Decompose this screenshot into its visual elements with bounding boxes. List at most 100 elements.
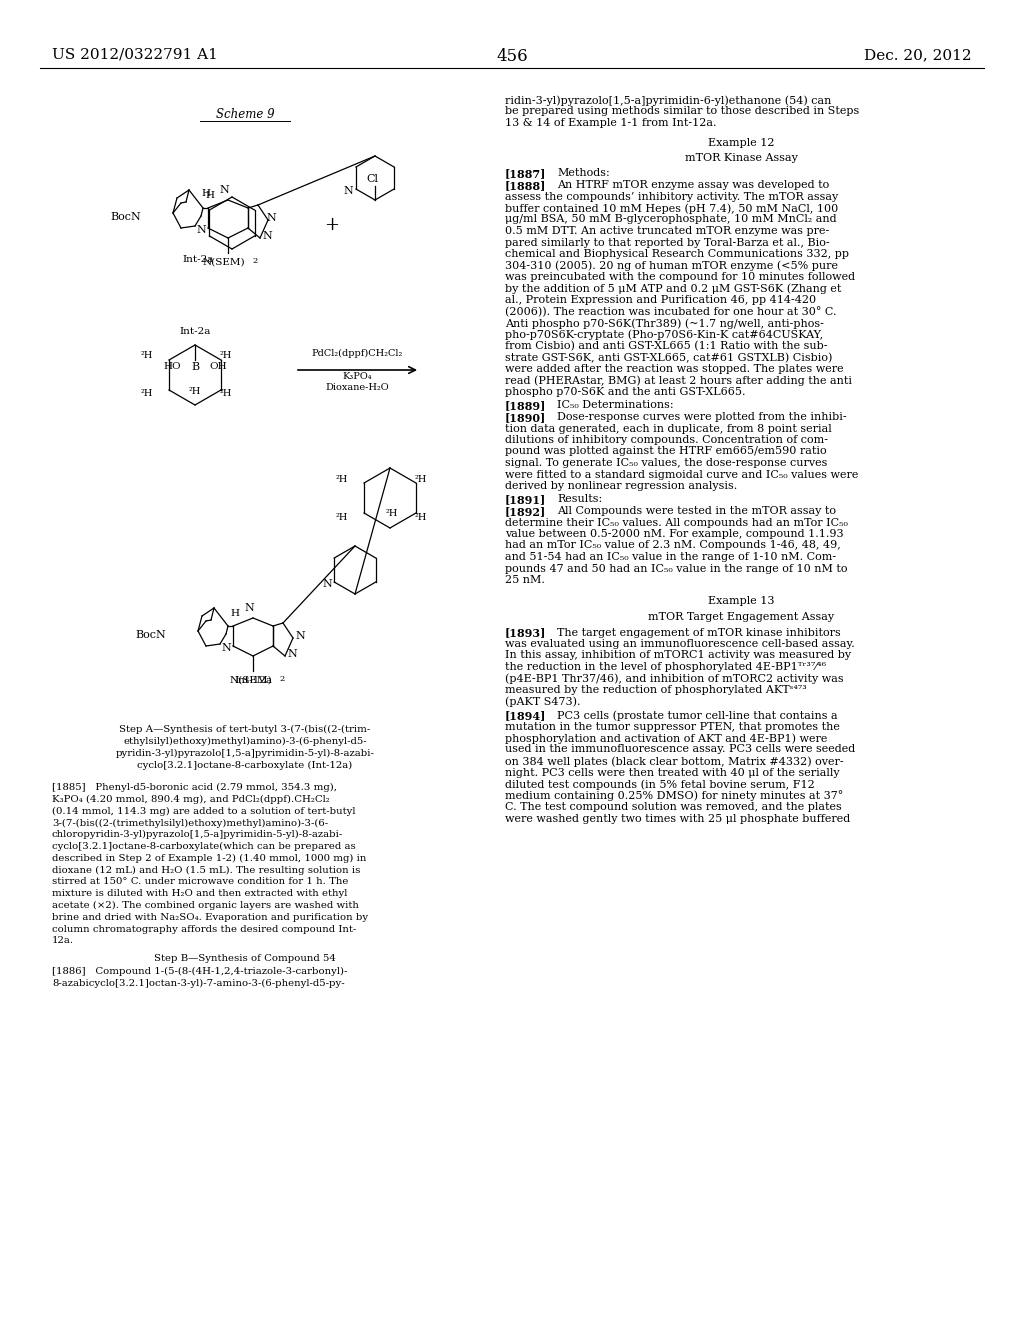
Text: N: N — [287, 649, 297, 659]
Text: mTOR Target Engagement Assay: mTOR Target Engagement Assay — [648, 612, 835, 622]
Text: BocN: BocN — [135, 630, 166, 640]
Text: column chromatography affords the desired compound Int-: column chromatography affords the desire… — [52, 924, 356, 933]
Text: 3-(7-(bis((2-(trimethylsilyl)ethoxy)methyl)amino)-3-(6-: 3-(7-(bis((2-(trimethylsilyl)ethoxy)meth… — [52, 818, 328, 828]
Text: strate GST-S6K, anti GST-XL665, cat#61 GSTXLB) Cisbio): strate GST-S6K, anti GST-XL665, cat#61 G… — [505, 352, 833, 363]
Text: described in Step 2 of Example 1-2) (1.40 mmol, 1000 mg) in: described in Step 2 of Example 1-2) (1.4… — [52, 854, 367, 863]
Text: diluted test compounds (in 5% fetal bovine serum, F12: diluted test compounds (in 5% fetal bovi… — [505, 779, 815, 789]
Text: N: N — [323, 579, 332, 589]
Text: B: B — [190, 362, 199, 372]
Text: and 51-54 had an IC₅₀ value in the range of 1-10 nM. Com-: and 51-54 had an IC₅₀ value in the range… — [505, 552, 837, 562]
Text: K₃PO₄: K₃PO₄ — [343, 372, 373, 381]
Text: All Compounds were tested in the mTOR assay to: All Compounds were tested in the mTOR as… — [557, 506, 836, 516]
Text: N: N — [262, 231, 271, 242]
Text: ²H: ²H — [336, 474, 348, 483]
Text: pound was plotted against the HTRF em665/em590 ratio: pound was plotted against the HTRF em665… — [505, 446, 826, 457]
Text: signal. To generate IC₅₀ values, the dose-response curves: signal. To generate IC₅₀ values, the dos… — [505, 458, 827, 469]
Text: An HTRF mTOR enzyme assay was developed to: An HTRF mTOR enzyme assay was developed … — [557, 180, 829, 190]
Text: Step A—Synthesis of tert-butyl 3-(7-(bis((2-(trim-: Step A—Synthesis of tert-butyl 3-(7-(bis… — [120, 725, 371, 734]
Text: stirred at 150° C. under microwave condition for 1 h. The: stirred at 150° C. under microwave condi… — [52, 878, 348, 887]
Text: ²H: ²H — [336, 512, 348, 521]
Text: was evaluated using an immunofluorescence cell-based assay.: was evaluated using an immunofluorescenc… — [505, 639, 855, 649]
Text: [1893]: [1893] — [505, 627, 547, 639]
Text: assess the compounds’ inhibitory activity. The mTOR assay: assess the compounds’ inhibitory activit… — [505, 191, 839, 202]
Text: 13 & 14 of Example 1-1 from Int-12a.: 13 & 14 of Example 1-1 from Int-12a. — [505, 117, 717, 128]
Text: Example 12: Example 12 — [708, 137, 774, 148]
Text: buffer contained 10 mM Hepes (pH 7.4), 50 mM NaCl, 100: buffer contained 10 mM Hepes (pH 7.4), 5… — [505, 203, 839, 214]
Text: were washed gently two times with 25 μl phosphate buffered: were washed gently two times with 25 μl … — [505, 813, 850, 824]
Text: pho-p70S6K-cryptate (Pho-p70S6-Kin-K cat#64CUSKAY,: pho-p70S6K-cryptate (Pho-p70S6-Kin-K cat… — [505, 330, 823, 341]
Text: C. The test compound solution was removed, and the plates: C. The test compound solution was remove… — [505, 803, 842, 812]
Text: N: N — [221, 643, 230, 653]
Text: PC3 cells (prostate tumor cell-line that contains a: PC3 cells (prostate tumor cell-line that… — [557, 710, 838, 721]
Text: mixture is diluted with H₂O and then extracted with ethyl: mixture is diluted with H₂O and then ext… — [52, 890, 347, 898]
Text: mutation in the tumor suppressor PTEN, that promotes the: mutation in the tumor suppressor PTEN, t… — [505, 722, 840, 731]
Text: had an mTor IC₅₀ value of 2.3 nM. Compounds 1-46, 48, 49,: had an mTor IC₅₀ value of 2.3 nM. Compou… — [505, 540, 841, 550]
Text: acetate (×2). The combined organic layers are washed with: acetate (×2). The combined organic layer… — [52, 902, 358, 909]
Text: from Cisbio) and anti GST-XL665 (1:1 Ratio with the sub-: from Cisbio) and anti GST-XL665 (1:1 Rat… — [505, 341, 827, 351]
Text: tion data generated, each in duplicate, from 8 point serial: tion data generated, each in duplicate, … — [505, 424, 831, 433]
Text: read (PHERAstar, BMG) at least 2 hours after adding the anti: read (PHERAstar, BMG) at least 2 hours a… — [505, 375, 852, 385]
Text: BocN: BocN — [111, 213, 141, 222]
Text: cyclo[3.2.1]octane-8-carboxylate(which can be prepared as: cyclo[3.2.1]octane-8-carboxylate(which c… — [52, 842, 355, 851]
Text: by the addition of 5 μM ATP and 0.2 μM GST-S6K (Zhang et: by the addition of 5 μM ATP and 0.2 μM G… — [505, 284, 842, 294]
Text: value between 0.5-2000 nM. For example, compound 1.1.93: value between 0.5-2000 nM. For example, … — [505, 529, 844, 539]
Text: 25 nM.: 25 nM. — [505, 576, 545, 585]
Text: Methods:: Methods: — [557, 169, 609, 178]
Text: The target engagement of mTOR kinase inhibitors: The target engagement of mTOR kinase inh… — [557, 627, 841, 638]
Text: PdCl₂(dppf)CH₂Cl₂: PdCl₂(dppf)CH₂Cl₂ — [312, 348, 403, 358]
Text: Int-2a: Int-2a — [182, 255, 214, 264]
Text: phosphorylation and activation of AKT and 4E-BP1) were: phosphorylation and activation of AKT an… — [505, 733, 827, 743]
Text: [1892]: [1892] — [505, 506, 546, 517]
Text: pared similarly to that reported by Toral-Barza et al., Bio-: pared similarly to that reported by Tora… — [505, 238, 829, 248]
Text: were added after the reaction was stopped. The plates were: were added after the reaction was stoppe… — [505, 364, 844, 374]
Text: (2006)). The reaction was incubated for one hour at 30° C.: (2006)). The reaction was incubated for … — [505, 306, 837, 317]
Text: Cl: Cl — [366, 174, 378, 183]
Text: μg/ml BSA, 50 mM B-glycerophosphate, 10 mM MnCl₂ and: μg/ml BSA, 50 mM B-glycerophosphate, 10 … — [505, 214, 837, 224]
Text: pyridin-3-yl)pyrazolo[1,5-a]pyrimidin-5-yl)-8-azabi-: pyridin-3-yl)pyrazolo[1,5-a]pyrimidin-5-… — [116, 748, 375, 758]
Text: Example 13: Example 13 — [708, 597, 774, 606]
Text: [1888]: [1888] — [505, 180, 547, 191]
Text: ²H: ²H — [220, 351, 232, 360]
Text: mTOR Kinase Assay: mTOR Kinase Assay — [685, 153, 798, 162]
Text: were fitted to a standard sigmoidal curve and IC₅₀ values were: were fitted to a standard sigmoidal curv… — [505, 470, 858, 479]
Text: medium containing 0.25% DMSO) for ninety minutes at 37°: medium containing 0.25% DMSO) for ninety… — [505, 791, 843, 801]
Text: Anti phospho p70-S6K(Thr389) (~1.7 ng/well, anti-phos-: Anti phospho p70-S6K(Thr389) (~1.7 ng/we… — [505, 318, 824, 329]
Text: +: + — [325, 216, 340, 234]
Text: the reduction in the level of phosphorylated 4E-BP1ᵀʳ³⁷⁄⁴⁶: the reduction in the level of phosphoryl… — [505, 663, 826, 672]
Text: Dioxane-H₂O: Dioxane-H₂O — [326, 383, 389, 392]
Text: In this assay, inhibition of mTORC1 activity was measured by: In this assay, inhibition of mTORC1 acti… — [505, 651, 851, 660]
Text: H: H — [202, 190, 211, 198]
Text: measured by the reduction of phosphorylated AKTˢ⁴⁷³: measured by the reduction of phosphoryla… — [505, 685, 807, 696]
Text: night. PC3 cells were then treated with 40 μl of the serially: night. PC3 cells were then treated with … — [505, 767, 840, 777]
Text: Int-2a: Int-2a — [179, 327, 211, 337]
Text: dilutions of inhibitory compounds. Concentration of com-: dilutions of inhibitory compounds. Conce… — [505, 436, 828, 445]
Text: (p4E-BP1 Thr37/46), and inhibition of mTORC2 activity was: (p4E-BP1 Thr37/46), and inhibition of mT… — [505, 673, 844, 684]
Text: [1890]: [1890] — [505, 412, 546, 422]
Text: N: N — [244, 603, 254, 612]
Text: [1894]: [1894] — [505, 710, 547, 721]
Text: [1885]   Phenyl-d5-boronic acid (2.79 mmol, 354.3 mg),: [1885] Phenyl-d5-boronic acid (2.79 mmol… — [52, 783, 337, 792]
Text: brine and dried with Na₂SO₄. Evaporation and purification by: brine and dried with Na₂SO₄. Evaporation… — [52, 913, 368, 921]
Text: chemical and Biophysical Research Communications 332, pp: chemical and Biophysical Research Commun… — [505, 249, 849, 259]
Text: ²H: ²H — [141, 389, 154, 399]
Text: 0.5 mM DTT. An active truncated mTOR enzyme was pre-: 0.5 mM DTT. An active truncated mTOR enz… — [505, 226, 829, 236]
Text: N: N — [196, 224, 206, 235]
Text: Int-12a: Int-12a — [234, 676, 272, 685]
Text: Scheme 9: Scheme 9 — [216, 108, 274, 121]
Text: HO: HO — [164, 362, 181, 371]
Text: US 2012/0322791 A1: US 2012/0322791 A1 — [52, 48, 218, 62]
Text: ²H: ²H — [220, 389, 232, 399]
Text: 8-azabicyclo[3.2.1]octan-3-yl)-7-amino-3-(6-phenyl-d5-py-: 8-azabicyclo[3.2.1]octan-3-yl)-7-amino-3… — [52, 979, 345, 989]
Text: (0.14 mmol, 114.3 mg) are added to a solution of tert-butyl: (0.14 mmol, 114.3 mg) are added to a sol… — [52, 807, 355, 816]
Text: cyclo[3.2.1]octane-8-carboxylate (Int-12a): cyclo[3.2.1]octane-8-carboxylate (Int-12… — [137, 762, 352, 770]
Text: ²H: ²H — [415, 512, 427, 521]
Text: al., Protein Expression and Purification 46, pp 414-420: al., Protein Expression and Purification… — [505, 294, 816, 305]
Text: N(SEM): N(SEM) — [203, 257, 246, 267]
Text: be prepared using methods similar to those described in Steps: be prepared using methods similar to tho… — [505, 107, 859, 116]
Text: ²H: ²H — [415, 474, 427, 483]
Text: 2: 2 — [252, 257, 257, 265]
Text: N: N — [219, 185, 229, 195]
Text: N: N — [266, 213, 275, 223]
Text: chloropyridin-3-yl)pyrazolo[1,5-a]pyrimidin-5-yl)-8-azabi-: chloropyridin-3-yl)pyrazolo[1,5-a]pyrimi… — [52, 830, 343, 840]
Text: N: N — [344, 186, 353, 195]
